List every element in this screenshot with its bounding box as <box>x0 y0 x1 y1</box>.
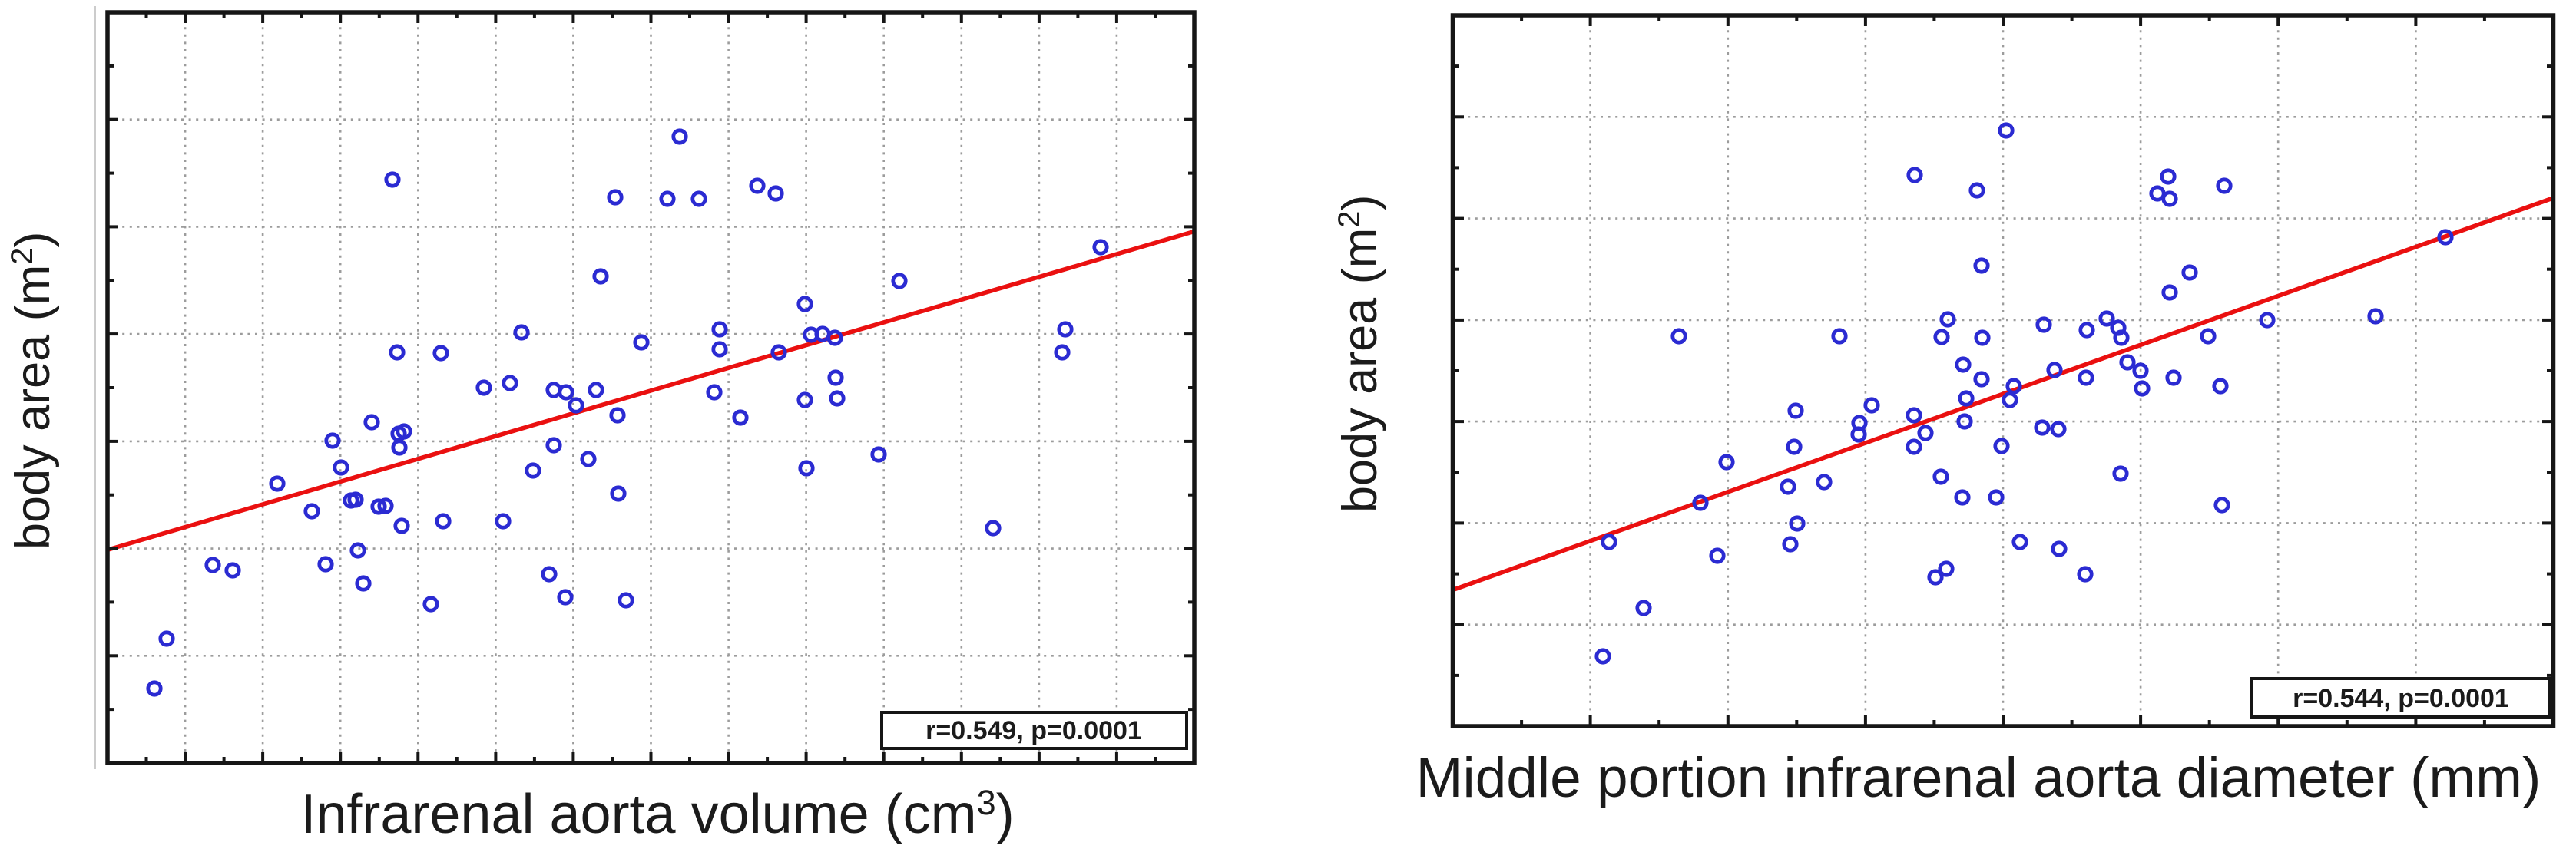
svg-text:Infrarenal aorta volume (cm3): Infrarenal aorta volume (cm3) <box>300 783 1014 845</box>
svg-text:r=0.549, p=0.0001: r=0.549, p=0.0001 <box>925 716 1142 745</box>
svg-text:r=0.544, p=0.0001: r=0.544, p=0.0001 <box>2293 684 2509 713</box>
svg-text:body area (m2): body area (m2) <box>1333 195 1387 513</box>
svg-text:body area (m2): body area (m2) <box>5 232 60 550</box>
svg-text:Middle portion infrarenal aort: Middle portion infrarenal aorta diameter… <box>1416 747 2541 809</box>
